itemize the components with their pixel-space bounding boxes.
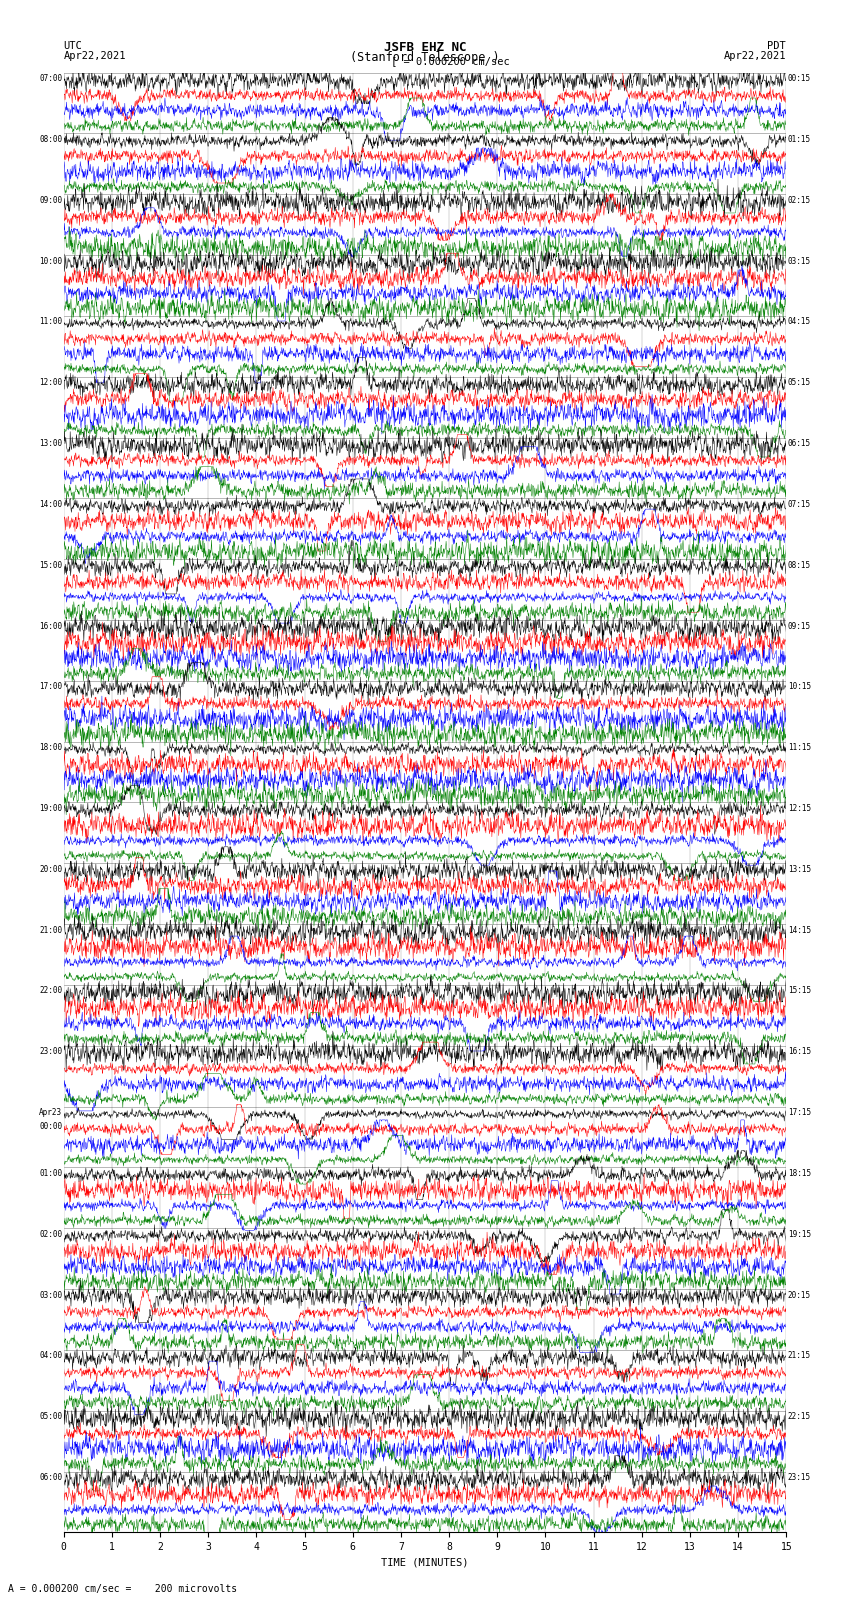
Text: 03:15: 03:15	[788, 256, 811, 266]
Text: 11:00: 11:00	[39, 318, 62, 326]
Text: 06:00: 06:00	[39, 1473, 62, 1482]
Text: 04:15: 04:15	[788, 318, 811, 326]
Text: 18:00: 18:00	[39, 744, 62, 752]
Text: 23:00: 23:00	[39, 1047, 62, 1057]
Text: 11:15: 11:15	[788, 744, 811, 752]
Text: 19:00: 19:00	[39, 803, 62, 813]
Text: 14:15: 14:15	[788, 926, 811, 934]
Text: 12:00: 12:00	[39, 377, 62, 387]
Text: 05:00: 05:00	[39, 1413, 62, 1421]
Text: 01:15: 01:15	[788, 135, 811, 144]
Text: 20:00: 20:00	[39, 865, 62, 874]
Text: 21:15: 21:15	[788, 1352, 811, 1360]
Text: 13:00: 13:00	[39, 439, 62, 448]
Text: 20:15: 20:15	[788, 1290, 811, 1300]
Text: 17:15: 17:15	[788, 1108, 811, 1118]
Text: 22:00: 22:00	[39, 987, 62, 995]
Text: A = 0.000200 cm/sec =    200 microvolts: A = 0.000200 cm/sec = 200 microvolts	[8, 1584, 238, 1594]
Text: 01:00: 01:00	[39, 1169, 62, 1177]
Text: Apr23: Apr23	[39, 1108, 62, 1118]
Text: 12:15: 12:15	[788, 803, 811, 813]
Text: 03:00: 03:00	[39, 1290, 62, 1300]
Text: 14:00: 14:00	[39, 500, 62, 508]
Text: 10:00: 10:00	[39, 256, 62, 266]
Text: 21:00: 21:00	[39, 926, 62, 934]
Text: [ = 0.000200 cm/sec: [ = 0.000200 cm/sec	[391, 56, 510, 66]
Text: 07:00: 07:00	[39, 74, 62, 84]
Text: 09:00: 09:00	[39, 195, 62, 205]
Text: Apr22,2021: Apr22,2021	[723, 50, 786, 61]
Text: 16:15: 16:15	[788, 1047, 811, 1057]
Text: 08:00: 08:00	[39, 135, 62, 144]
Text: 00:00: 00:00	[39, 1121, 62, 1131]
Text: PDT: PDT	[768, 40, 786, 52]
X-axis label: TIME (MINUTES): TIME (MINUTES)	[382, 1558, 468, 1568]
Text: UTC: UTC	[64, 40, 82, 52]
Text: 15:00: 15:00	[39, 561, 62, 569]
Text: JSFB EHZ NC: JSFB EHZ NC	[383, 40, 467, 55]
Text: 00:15: 00:15	[788, 74, 811, 84]
Text: 04:00: 04:00	[39, 1352, 62, 1360]
Text: 08:15: 08:15	[788, 561, 811, 569]
Text: 18:15: 18:15	[788, 1169, 811, 1177]
Text: 23:15: 23:15	[788, 1473, 811, 1482]
Text: 22:15: 22:15	[788, 1413, 811, 1421]
Text: 07:15: 07:15	[788, 500, 811, 508]
Text: Apr22,2021: Apr22,2021	[64, 50, 127, 61]
Text: 02:00: 02:00	[39, 1229, 62, 1239]
Text: 19:15: 19:15	[788, 1229, 811, 1239]
Text: 09:15: 09:15	[788, 621, 811, 631]
Text: 10:15: 10:15	[788, 682, 811, 692]
Text: 13:15: 13:15	[788, 865, 811, 874]
Text: 15:15: 15:15	[788, 987, 811, 995]
Text: 17:00: 17:00	[39, 682, 62, 692]
Text: 05:15: 05:15	[788, 377, 811, 387]
Text: (Stanford Telescope ): (Stanford Telescope )	[350, 50, 500, 65]
Text: 02:15: 02:15	[788, 195, 811, 205]
Text: 06:15: 06:15	[788, 439, 811, 448]
Text: 16:00: 16:00	[39, 621, 62, 631]
